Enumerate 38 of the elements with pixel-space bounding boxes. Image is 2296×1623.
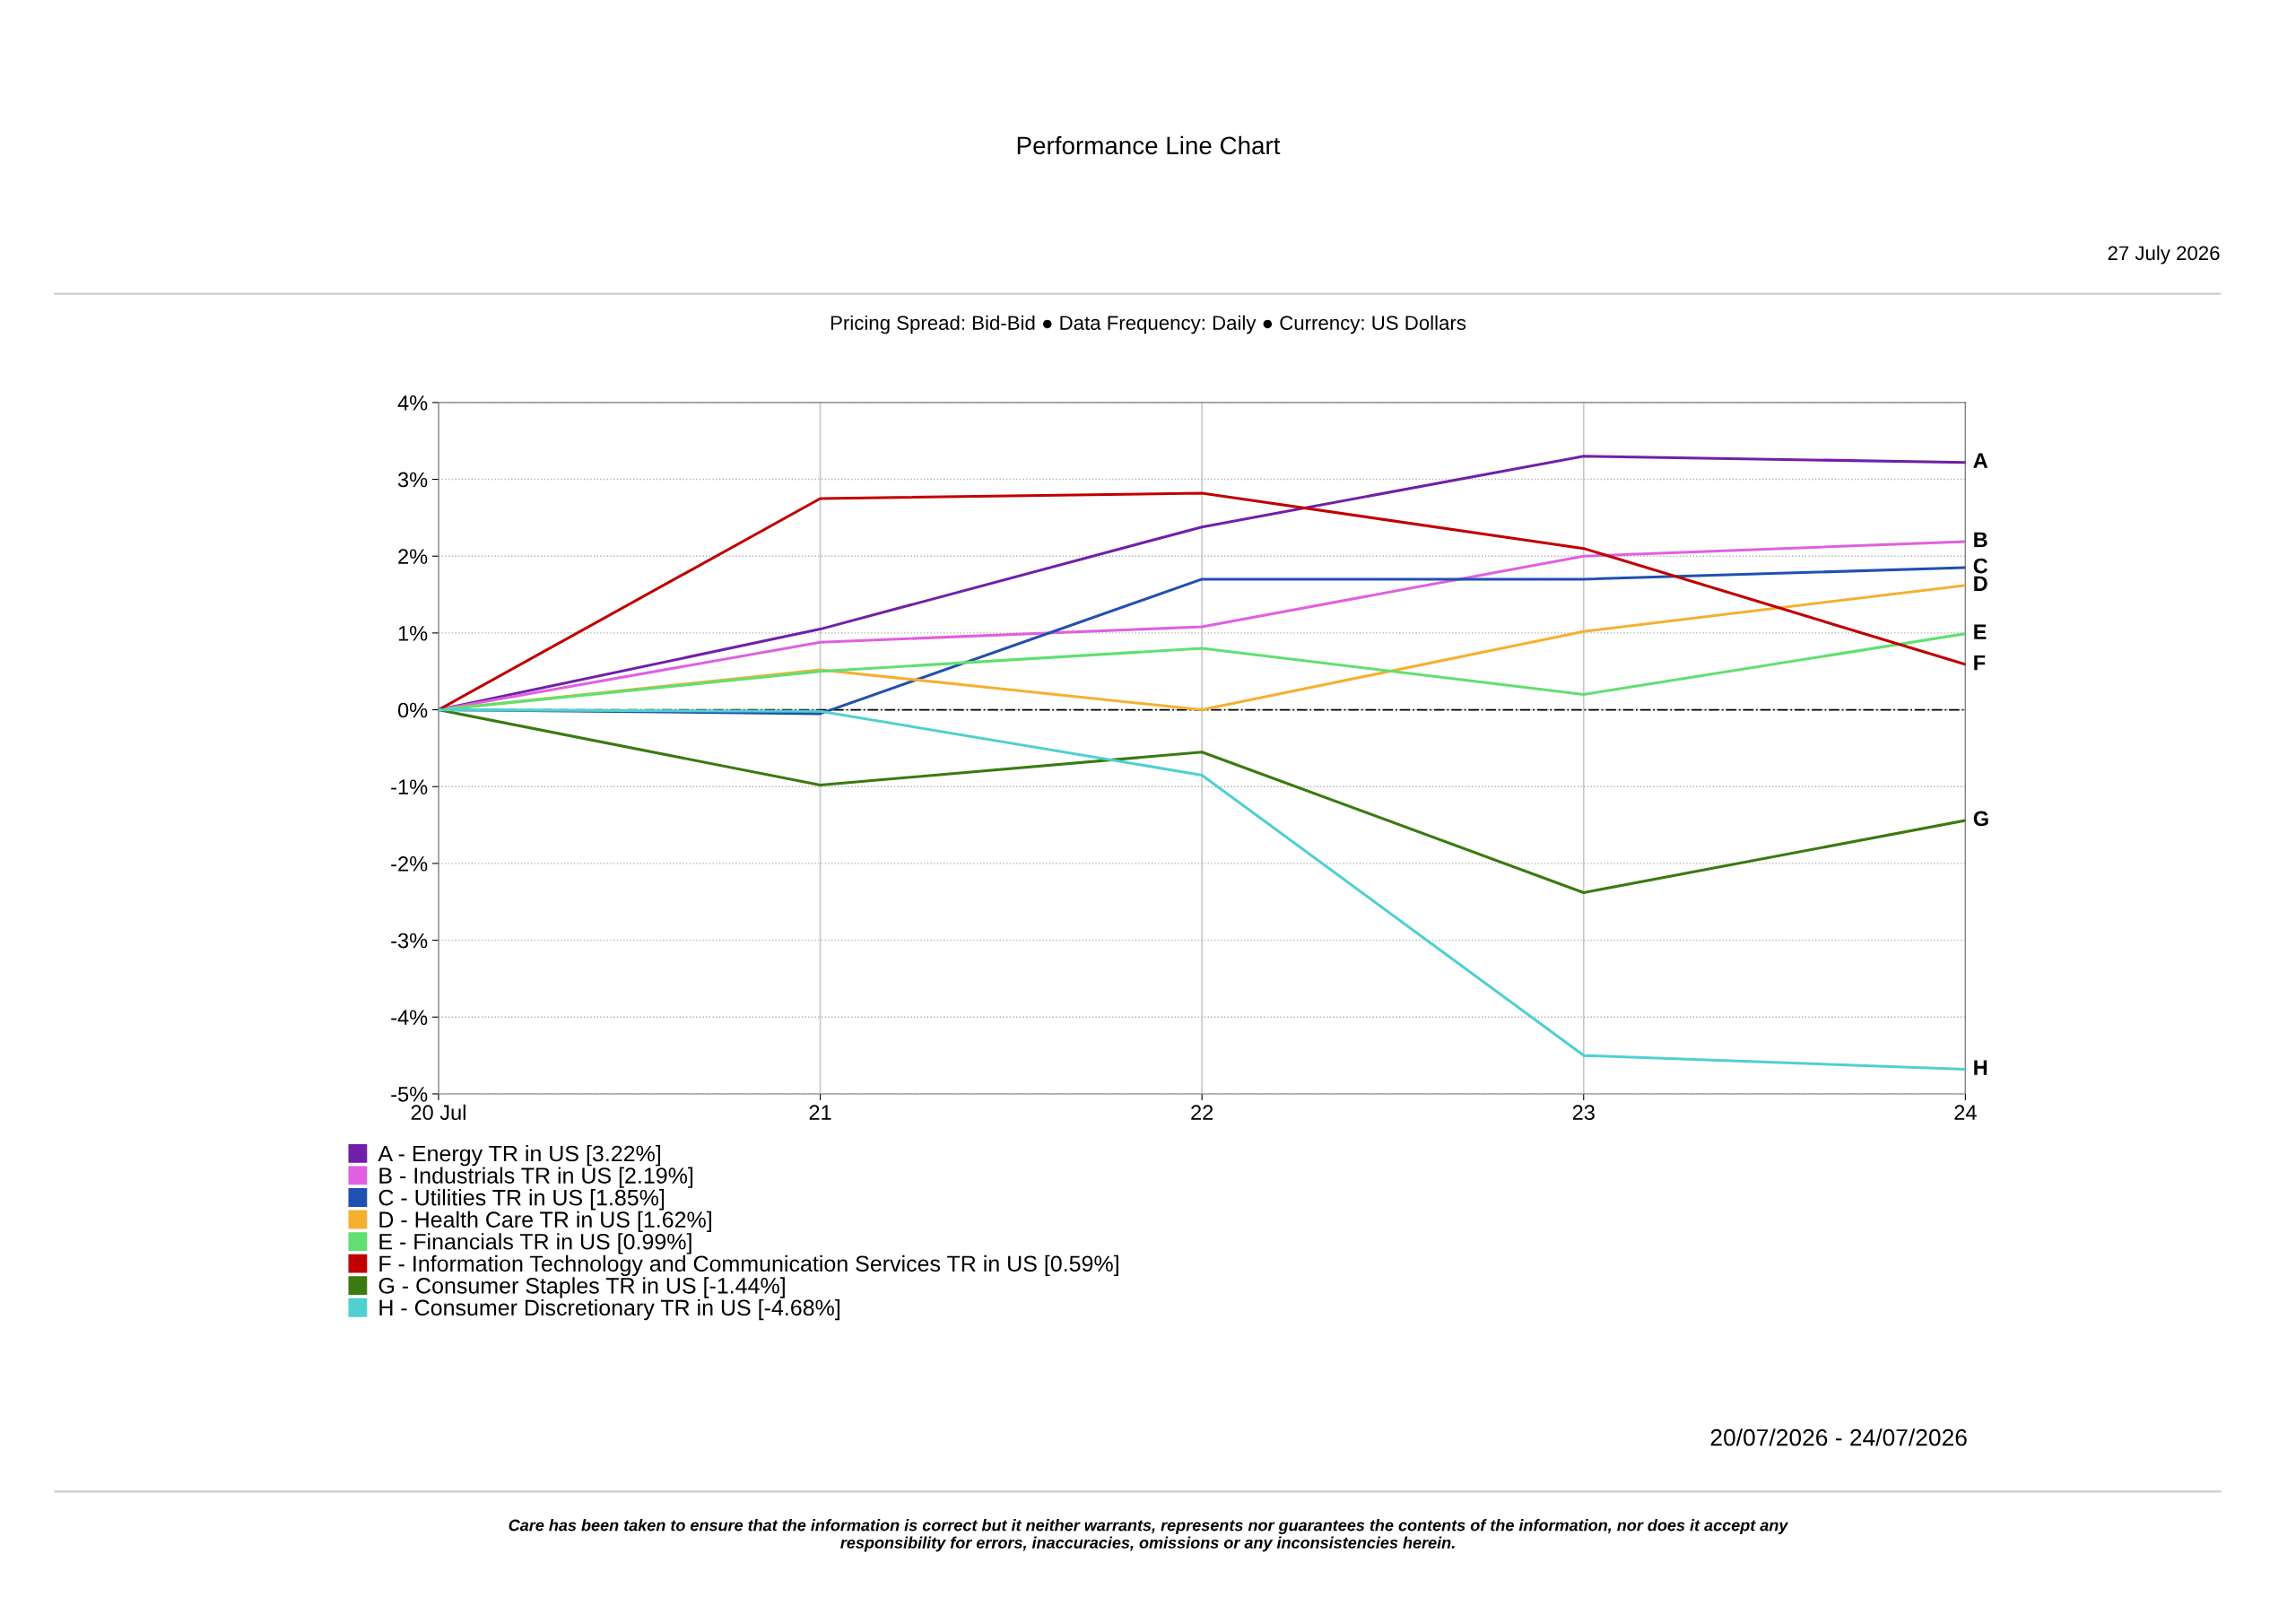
annotation: H (1974, 1060, 1987, 1075)
legend-label: G - Consumer Staples TR in US [-1.44%] (378, 1277, 785, 1298)
y-tick-label: 1% (398, 626, 428, 641)
line-series (438, 708, 1966, 895)
text: Care has been taken to ensure that the information is correct but it neither warrants, represents nor guarantees the contents of the information, nor does it accept any responsibility for errors, inaccuracies, omissions or any inconsistencies herein. (509, 1519, 1789, 1552)
legend-label: A - Energy TR in US [3.22%] (378, 1145, 660, 1167)
legend-label: B - Industrials TR in US [2.19%] (379, 1167, 693, 1188)
y-tick-label: 3% (397, 472, 428, 488)
text: 27 July 2026 (2108, 245, 2220, 265)
legend-label: C - Utilities TR in US [1.85%] (378, 1189, 665, 1211)
annotation: E (1974, 624, 1987, 639)
legend-label: H - Consumer Discretionary TR in US [-4.68%] (379, 1298, 839, 1321)
y-tick-label: 0% (397, 702, 428, 718)
chart-subtitle: Pricing Spread: Bid-Bid ● Data Frequency: Daily ● Currency: US Dollars (831, 315, 1466, 334)
legend-label: D - Health Care TR in US [1.62%] (379, 1211, 711, 1232)
annotation: A (1973, 453, 1988, 468)
x-tick-label: 23 (1572, 1105, 1595, 1121)
annotation: D (1974, 576, 1987, 591)
annotation: F (1974, 655, 1986, 671)
y-tick-label: -2% (391, 855, 428, 872)
chart-title: Performance Line Chart (1017, 135, 1281, 155)
text: 20/07/2026 - 24/07/2026 (1710, 1428, 1967, 1446)
line-series (438, 708, 1966, 1072)
x-tick-label: 22 (1191, 1105, 1213, 1120)
y-tick-label: -5% (391, 1087, 428, 1102)
annotation: B (1974, 532, 1987, 548)
y-tick-label: 4% (397, 395, 428, 411)
y-tick-label: -4% (391, 1010, 428, 1025)
x-tick-label: 21 (809, 1105, 831, 1120)
y-tick-label: -1% (391, 779, 428, 794)
y-tick-label: 2% (398, 549, 428, 564)
legend-label: E - Financials TR in US [0.99%] (379, 1233, 691, 1254)
annotation: C (1973, 558, 1988, 574)
x-tick-label: 24 (1954, 1105, 1977, 1120)
annotation: G (1973, 811, 1988, 827)
y-tick-label: -3% (391, 933, 428, 949)
legend-label: F - Information Technology and Communication Services TR in US [0.59%] (379, 1254, 1118, 1277)
x-tick-label: 20 Jul (411, 1104, 465, 1121)
